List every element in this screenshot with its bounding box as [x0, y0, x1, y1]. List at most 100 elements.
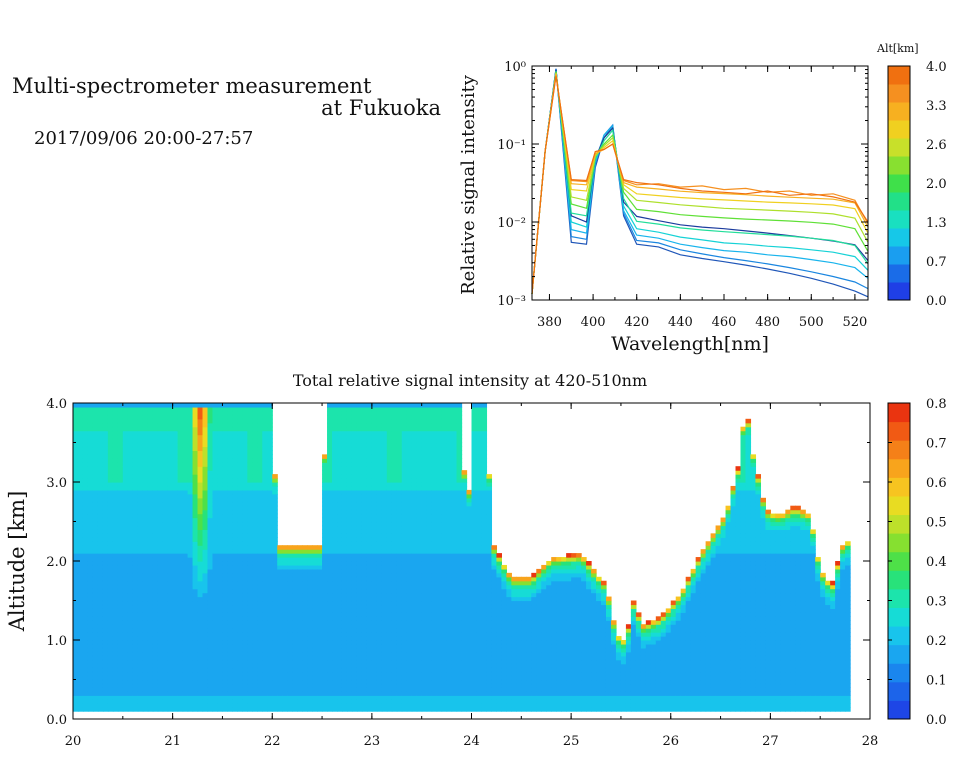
- heatmap-cell: [172, 636, 179, 641]
- heatmap-cell: [107, 596, 114, 602]
- heatmap-cell: [356, 612, 363, 617]
- heatmap-cell: [356, 537, 363, 542]
- heatmap-cell: [122, 584, 129, 590]
- heatmap-cell: [341, 505, 348, 511]
- heatmap-cell: [82, 497, 89, 503]
- heatmap-cell: [317, 659, 323, 665]
- heatmap-cell: [122, 489, 129, 495]
- heatmap-cell: [366, 533, 373, 538]
- heatmap-cell: [197, 442, 204, 448]
- spectrum-xtick-label: 400: [581, 315, 606, 330]
- heatmap-cell: [187, 474, 194, 479]
- heatmap-cell: [337, 695, 343, 700]
- heatmap-cell: [396, 434, 403, 440]
- heatmap-cell: [262, 501, 268, 507]
- heatmap-cell: [262, 557, 268, 562]
- heatmap-cell: [187, 450, 194, 455]
- heatmap-cell: [252, 651, 258, 657]
- heatmap-cell: [346, 588, 353, 594]
- heatmap-cell: [257, 442, 263, 448]
- heatmap-cell: [332, 529, 338, 534]
- heatmap-cell: [182, 549, 189, 554]
- heatmap-cell: [287, 572, 293, 578]
- heatmap-cell: [287, 600, 293, 606]
- heatmap-cell: [167, 620, 174, 625]
- heatmap-cell: [337, 513, 343, 519]
- heatmap-cell: [381, 474, 388, 479]
- heatmap-cell: [307, 564, 313, 570]
- heatmap-cell: [167, 434, 174, 440]
- heatmap-cell: [162, 655, 169, 661]
- heatmap-cell: [351, 418, 358, 424]
- heatmap-cell: [222, 616, 229, 621]
- heatmap-cell: [87, 624, 94, 629]
- heatmap-cell: [73, 640, 79, 645]
- heatmap-cell: [87, 612, 94, 617]
- heatmap-cell: [361, 478, 368, 483]
- heatmap-cell: [297, 592, 303, 598]
- heatmap-cell: [167, 679, 174, 685]
- heatmap-cell: [187, 541, 194, 546]
- heatmap-cell: [277, 640, 283, 645]
- heatmap-cell: [137, 667, 144, 673]
- heatmap-cell: [391, 572, 398, 578]
- heatmap-cell: [117, 663, 124, 669]
- heatmap-cell: [127, 450, 134, 455]
- heatmap-cell: [332, 458, 338, 463]
- heatmap-cell: [73, 600, 79, 606]
- heatmap-cell: [376, 580, 383, 586]
- heatmap-cell: [337, 683, 343, 688]
- heatmap-cell: [242, 418, 248, 424]
- heatmap-cell: [87, 478, 94, 483]
- heatmap-cell: [391, 612, 398, 617]
- heatmap-cell: [92, 442, 99, 448]
- heatmap-cell: [132, 568, 139, 574]
- heatmap-cell: [217, 640, 224, 645]
- heatmap-cell: [82, 410, 89, 416]
- heatmap-cell: [386, 458, 393, 463]
- heatmap-cell: [282, 600, 288, 606]
- heatmap-cell: [386, 707, 393, 712]
- heatmap-cell: [87, 557, 94, 562]
- heatmap-cell: [122, 541, 129, 546]
- heatmap-cell: [356, 687, 363, 692]
- heatmap-cell: [267, 699, 273, 704]
- heatmap-cell: [152, 568, 159, 574]
- heatmap-cell: [371, 489, 378, 495]
- heatmap-cell: [277, 553, 283, 558]
- heatmap-cell: [332, 632, 338, 637]
- heatmap-cell: [182, 497, 189, 503]
- heatmap-cell: [302, 588, 308, 594]
- heatmap-cell: [167, 466, 174, 471]
- heatmap-cell: [376, 683, 383, 688]
- heatmap-cell: [157, 509, 164, 515]
- heatmap-cell: [167, 647, 174, 653]
- heatmap-cell: [361, 643, 368, 649]
- heatmap-cell: [302, 683, 308, 688]
- heatmap-cell: [247, 628, 253, 633]
- heatmap-cell: [152, 640, 159, 645]
- heatmap-cell: [257, 572, 263, 578]
- heatmap-cell: [242, 442, 248, 448]
- heatmap-cell: [232, 497, 238, 503]
- heatmap-cell: [132, 442, 139, 448]
- heatmap-cell: [197, 616, 204, 621]
- heatmap-cell: [222, 545, 229, 550]
- heatmap-cell: [207, 580, 214, 586]
- heatmap-cell: [386, 667, 393, 673]
- heatmap-cell: [117, 509, 124, 515]
- heatmap-cell: [162, 418, 169, 424]
- alt-colorbar-swatch: [888, 282, 910, 301]
- heatmap-cell: [376, 553, 383, 558]
- heatmap-cell: [132, 647, 139, 653]
- heatmap-cell: [187, 695, 194, 700]
- heatmap-cell: [117, 616, 124, 621]
- heatmap-cell: [237, 541, 243, 546]
- heatmap-cell: [162, 478, 169, 483]
- heatmap-cell: [386, 406, 393, 412]
- heatmap-cell: [197, 549, 204, 554]
- heatmap-cell: [112, 505, 119, 511]
- heatmap-cell: [217, 632, 224, 637]
- heatmap-cell: [157, 537, 164, 542]
- heatmap-cell: [272, 687, 278, 692]
